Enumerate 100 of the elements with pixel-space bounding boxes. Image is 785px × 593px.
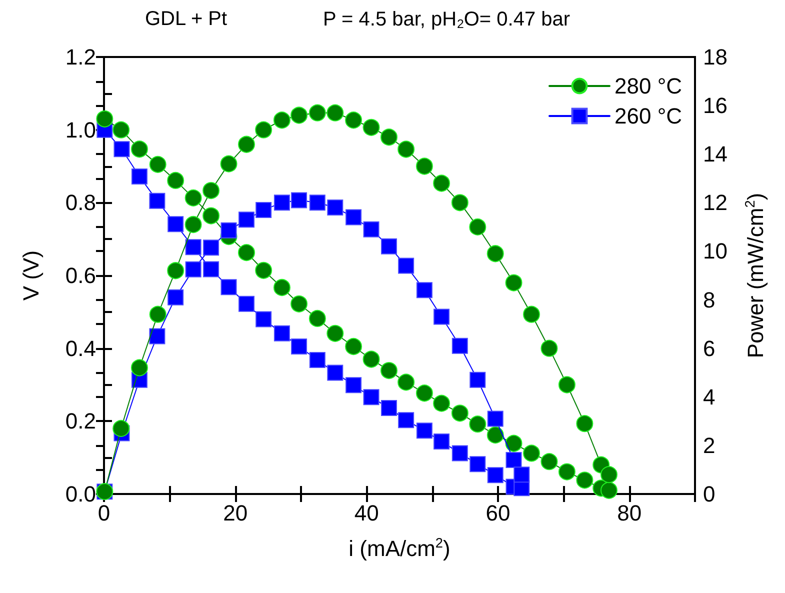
- point: [398, 412, 414, 428]
- point: [274, 325, 290, 342]
- y2-tick-label: 16: [703, 93, 728, 118]
- point: [130, 140, 148, 158]
- point: [327, 200, 344, 216]
- point: [131, 168, 148, 184]
- point: [291, 192, 308, 208]
- point: [130, 359, 148, 376]
- point: [451, 404, 468, 422]
- point: [558, 463, 576, 480]
- point: [185, 239, 202, 256]
- point: [238, 296, 254, 312]
- x-tick-label: 80: [617, 500, 642, 526]
- x-tick-label: 20: [223, 500, 248, 526]
- point: [505, 274, 522, 292]
- legend-label: 260 °C: [614, 104, 682, 128]
- point: [487, 467, 504, 484]
- point: [273, 279, 290, 296]
- point: [202, 182, 220, 200]
- point: [255, 121, 272, 138]
- y2-tick-label: 14: [703, 142, 728, 167]
- point: [362, 118, 380, 136]
- point: [523, 444, 540, 462]
- point: [220, 155, 238, 172]
- point: [558, 376, 576, 394]
- point: [168, 289, 184, 306]
- point: [380, 362, 398, 380]
- point: [469, 416, 486, 433]
- point: [167, 262, 184, 280]
- y2-tick-label: 18: [703, 44, 728, 70]
- x-tick-label: 40: [354, 500, 379, 526]
- point: [238, 244, 255, 262]
- point: [220, 222, 237, 238]
- point: [274, 194, 290, 211]
- point: [309, 352, 326, 368]
- point: [256, 311, 272, 328]
- point: [416, 158, 433, 175]
- point: [345, 112, 362, 129]
- point: [112, 121, 130, 138]
- point: [398, 374, 415, 391]
- y-tick-label: 1.0: [65, 117, 96, 142]
- point: [346, 209, 362, 226]
- y-axis-title: V (V): [18, 250, 44, 301]
- point: [363, 221, 380, 238]
- y2-tick-label: 12: [703, 190, 728, 216]
- y2-tick-label: 6: [703, 336, 716, 361]
- point: [203, 261, 220, 278]
- point: [434, 308, 450, 325]
- point: [540, 453, 558, 470]
- point: [346, 377, 362, 394]
- point: [433, 394, 450, 412]
- x-tick-label: 60: [486, 500, 510, 526]
- chart-title: GDL + Pt: [145, 8, 228, 30]
- y2-tick-label: 8: [703, 287, 716, 312]
- y2-tick-label: 10: [703, 238, 728, 264]
- y-tick-label: 0.2: [65, 408, 96, 434]
- point: [309, 194, 326, 211]
- point: [149, 192, 166, 209]
- point: [220, 279, 237, 296]
- point: [514, 466, 530, 483]
- point: [380, 238, 397, 254]
- point: [506, 452, 522, 468]
- point: [416, 282, 432, 298]
- y-tick-label: 0.4: [65, 336, 96, 361]
- y2-tick-label: 4: [703, 384, 716, 410]
- point: [238, 136, 255, 153]
- point: [168, 216, 184, 232]
- point: [452, 338, 468, 354]
- point: [327, 364, 344, 381]
- point: [149, 156, 166, 173]
- point: [308, 310, 326, 327]
- point: [433, 174, 450, 192]
- y2-tick-label: 2: [703, 432, 716, 458]
- point: [434, 434, 450, 450]
- point: [486, 426, 504, 444]
- point: [149, 328, 166, 344]
- point: [96, 110, 114, 128]
- point: [540, 340, 558, 357]
- point: [184, 216, 202, 234]
- point: [362, 350, 380, 368]
- point: [149, 306, 166, 323]
- point: [326, 104, 344, 122]
- point: [576, 472, 594, 489]
- point: [600, 466, 618, 484]
- legend-label: 280 °C: [614, 74, 682, 98]
- point: [291, 338, 308, 355]
- point: [256, 202, 272, 218]
- point: [363, 389, 380, 406]
- y-tick-label: 0.6: [65, 263, 96, 288]
- point: [523, 306, 540, 323]
- point: [238, 212, 254, 228]
- point: [486, 245, 504, 262]
- point: [576, 415, 594, 432]
- point: [167, 172, 184, 189]
- point: [203, 240, 220, 256]
- point: [470, 456, 486, 472]
- y2-tick-label: 0: [703, 482, 716, 506]
- point: [469, 218, 486, 236]
- point: [487, 410, 504, 427]
- point: [380, 400, 397, 416]
